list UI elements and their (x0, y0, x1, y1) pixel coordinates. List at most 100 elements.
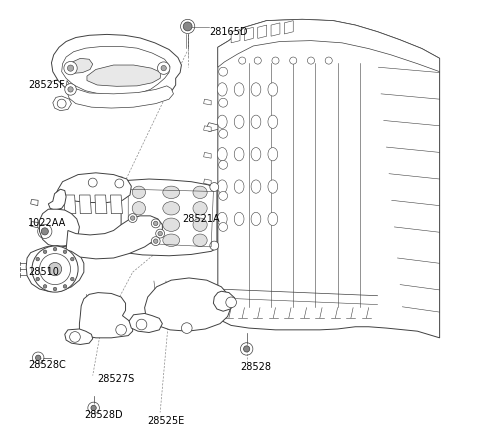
Ellipse shape (268, 180, 278, 193)
Ellipse shape (193, 202, 207, 215)
Polygon shape (218, 19, 440, 72)
Circle shape (88, 178, 97, 187)
Ellipse shape (132, 218, 145, 231)
Polygon shape (144, 278, 231, 331)
Polygon shape (48, 189, 66, 210)
Circle shape (53, 287, 57, 291)
Ellipse shape (251, 148, 261, 161)
Polygon shape (218, 19, 440, 338)
Polygon shape (129, 313, 162, 332)
Ellipse shape (268, 83, 278, 96)
Text: 28527S: 28527S (97, 374, 134, 384)
Circle shape (136, 319, 147, 330)
Polygon shape (26, 246, 84, 292)
Polygon shape (204, 152, 211, 158)
Ellipse shape (234, 148, 244, 161)
Circle shape (70, 332, 80, 342)
Polygon shape (65, 329, 93, 344)
Text: 28165D: 28165D (209, 27, 248, 37)
Circle shape (219, 98, 228, 107)
Polygon shape (31, 199, 38, 206)
Circle shape (183, 22, 192, 31)
Ellipse shape (217, 83, 227, 96)
Polygon shape (204, 99, 211, 105)
Polygon shape (66, 81, 173, 108)
Text: 28528C: 28528C (28, 360, 66, 370)
Circle shape (151, 219, 160, 228)
Circle shape (41, 228, 48, 235)
Circle shape (36, 257, 39, 261)
Circle shape (226, 297, 237, 307)
Ellipse shape (132, 234, 145, 247)
Ellipse shape (217, 148, 227, 161)
Ellipse shape (251, 180, 261, 193)
Ellipse shape (251, 212, 261, 226)
Polygon shape (51, 34, 181, 104)
Circle shape (71, 277, 74, 281)
Circle shape (48, 263, 61, 276)
Circle shape (91, 405, 96, 411)
Ellipse shape (163, 202, 180, 215)
Ellipse shape (132, 186, 145, 198)
Ellipse shape (234, 212, 244, 226)
Text: 28510: 28510 (28, 267, 59, 277)
Ellipse shape (163, 234, 180, 247)
Ellipse shape (132, 202, 145, 215)
Polygon shape (207, 123, 218, 132)
Circle shape (63, 285, 67, 288)
Polygon shape (231, 29, 240, 43)
Ellipse shape (268, 115, 278, 129)
Polygon shape (244, 27, 253, 40)
Polygon shape (110, 195, 122, 214)
Circle shape (151, 237, 160, 246)
Circle shape (121, 182, 130, 190)
Ellipse shape (193, 186, 207, 198)
Polygon shape (204, 126, 211, 132)
Circle shape (254, 57, 261, 64)
Circle shape (63, 250, 67, 254)
Ellipse shape (217, 212, 227, 226)
Circle shape (64, 61, 77, 75)
Circle shape (272, 57, 279, 64)
Text: 28528D: 28528D (85, 410, 123, 421)
Circle shape (210, 182, 219, 191)
Polygon shape (39, 209, 79, 247)
Ellipse shape (268, 212, 278, 226)
Circle shape (39, 254, 71, 285)
Text: 28528: 28528 (240, 362, 271, 372)
Polygon shape (214, 291, 235, 311)
Ellipse shape (268, 148, 278, 161)
Circle shape (161, 65, 167, 71)
Circle shape (156, 229, 165, 238)
Ellipse shape (193, 218, 207, 231)
Polygon shape (64, 195, 76, 214)
Polygon shape (271, 23, 280, 36)
Circle shape (57, 99, 66, 108)
Circle shape (65, 84, 76, 95)
Ellipse shape (163, 186, 180, 198)
Polygon shape (204, 179, 211, 185)
Circle shape (219, 67, 228, 76)
Circle shape (128, 214, 137, 222)
Circle shape (307, 57, 314, 64)
Circle shape (158, 231, 162, 236)
Circle shape (71, 257, 74, 261)
Circle shape (121, 241, 130, 250)
Circle shape (290, 57, 297, 64)
Text: 1022AA: 1022AA (28, 218, 66, 227)
Circle shape (67, 65, 73, 71)
Circle shape (219, 129, 228, 138)
Ellipse shape (193, 234, 207, 247)
Circle shape (53, 247, 57, 251)
Circle shape (157, 62, 170, 74)
Polygon shape (53, 96, 72, 111)
Circle shape (219, 160, 228, 169)
Circle shape (68, 87, 73, 92)
Circle shape (154, 239, 158, 243)
Circle shape (243, 346, 250, 352)
Ellipse shape (163, 218, 180, 231)
Ellipse shape (234, 115, 244, 129)
Text: 28521A: 28521A (182, 214, 220, 224)
Text: 28525F: 28525F (28, 80, 65, 90)
Polygon shape (31, 222, 38, 228)
